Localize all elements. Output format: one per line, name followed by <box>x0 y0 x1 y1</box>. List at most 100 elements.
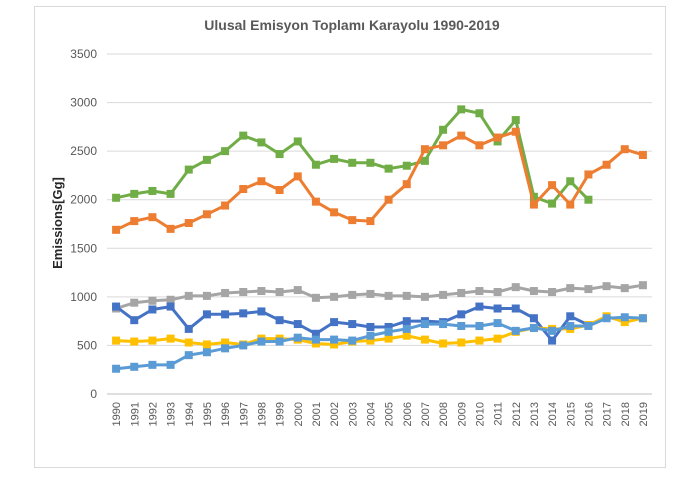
data-point <box>112 336 121 345</box>
data-point <box>202 348 211 357</box>
data-point <box>638 314 647 323</box>
data-point <box>402 180 411 189</box>
data-point <box>475 109 484 118</box>
x-tick-label: 1998 <box>256 402 268 426</box>
y-tick-label: 1000 <box>70 290 97 304</box>
x-tick-label: 2004 <box>365 402 377 426</box>
y-axis-label: Emissions[Gg] <box>50 177 65 269</box>
data-point <box>602 282 611 291</box>
x-tick-label: 2015 <box>565 402 577 426</box>
data-point <box>511 116 520 125</box>
data-point <box>548 288 557 296</box>
data-point <box>529 323 538 332</box>
data-point <box>584 195 593 204</box>
y-tick-labels: 0 500 1000 1500 2000 2500 3000 3500 <box>70 47 97 401</box>
data-point <box>221 147 230 156</box>
data-point <box>620 313 629 322</box>
series-line <box>115 130 644 232</box>
data-point <box>184 324 193 333</box>
y-tick-label: 0 <box>90 387 97 401</box>
series-group <box>112 105 647 373</box>
data-point <box>620 145 629 154</box>
data-point <box>384 327 393 336</box>
data-point <box>475 302 484 311</box>
data-point <box>511 326 520 335</box>
data-point <box>130 298 139 307</box>
x-tick-label: 1995 <box>202 402 214 426</box>
grid-lines <box>107 53 652 395</box>
x-tick-label: 1990 <box>111 402 123 426</box>
data-point <box>457 105 466 114</box>
data-point <box>348 320 357 329</box>
data-point <box>257 307 266 316</box>
data-point <box>566 200 575 209</box>
data-point <box>221 310 230 319</box>
x-tick-label: 2006 <box>402 402 414 426</box>
x-tick-label: 2005 <box>384 402 396 426</box>
data-point <box>239 341 248 350</box>
data-point <box>420 156 429 165</box>
y-tick-label: 2500 <box>70 144 97 158</box>
data-point <box>166 189 175 198</box>
series-1 <box>112 105 593 208</box>
data-point <box>202 340 211 349</box>
data-point <box>475 141 484 150</box>
x-tick-label: 1994 <box>184 402 196 426</box>
data-point <box>148 360 157 369</box>
chart-frame <box>34 6 666 468</box>
data-point <box>566 177 575 186</box>
data-point <box>620 284 629 293</box>
data-point <box>439 339 448 348</box>
data-point <box>439 290 448 299</box>
data-point <box>366 217 375 226</box>
data-point <box>148 186 157 195</box>
data-point <box>330 154 339 163</box>
chart-title: Ulusal Emisyon Toplamı Karayolu 1990-201… <box>204 17 500 33</box>
x-tick-label: 2016 <box>583 402 595 426</box>
x-tick-label: 1999 <box>275 402 287 426</box>
data-point <box>511 283 520 292</box>
data-point <box>275 150 284 159</box>
data-point <box>584 170 593 179</box>
data-point <box>330 335 339 344</box>
data-point <box>221 201 230 210</box>
data-point <box>366 331 375 340</box>
data-point <box>330 318 339 327</box>
x-tick-label: 2013 <box>529 402 541 426</box>
data-point <box>293 333 302 342</box>
data-point <box>148 296 157 305</box>
data-point <box>566 312 575 321</box>
data-point <box>548 336 557 345</box>
data-point <box>439 320 448 329</box>
x-tick-label: 2017 <box>602 402 614 426</box>
data-point <box>348 336 357 345</box>
data-point <box>511 127 520 136</box>
data-point <box>584 285 593 294</box>
x-tick-labels: 1990 1991 1992 1993 1994 1995 1996 1997 1998 1999… <box>111 402 650 426</box>
x-tick-label: 2011 <box>493 402 505 426</box>
data-point <box>330 340 339 349</box>
data-point <box>384 291 393 300</box>
series-2 <box>112 127 647 234</box>
data-point <box>166 224 175 233</box>
data-point <box>293 286 302 295</box>
data-point <box>202 291 211 300</box>
data-point <box>493 288 502 296</box>
x-tick-label: 2002 <box>329 402 341 426</box>
data-point <box>602 160 611 169</box>
data-point <box>548 326 557 335</box>
data-point <box>184 351 193 360</box>
data-point <box>420 335 429 344</box>
data-point <box>366 322 375 331</box>
data-point <box>148 305 157 314</box>
data-point <box>166 295 175 304</box>
data-point <box>184 165 193 174</box>
data-point <box>475 322 484 330</box>
data-point <box>439 141 448 150</box>
data-point <box>239 185 248 194</box>
data-point <box>275 316 284 325</box>
data-point <box>311 197 320 206</box>
data-point <box>221 338 230 347</box>
data-point <box>112 193 121 202</box>
